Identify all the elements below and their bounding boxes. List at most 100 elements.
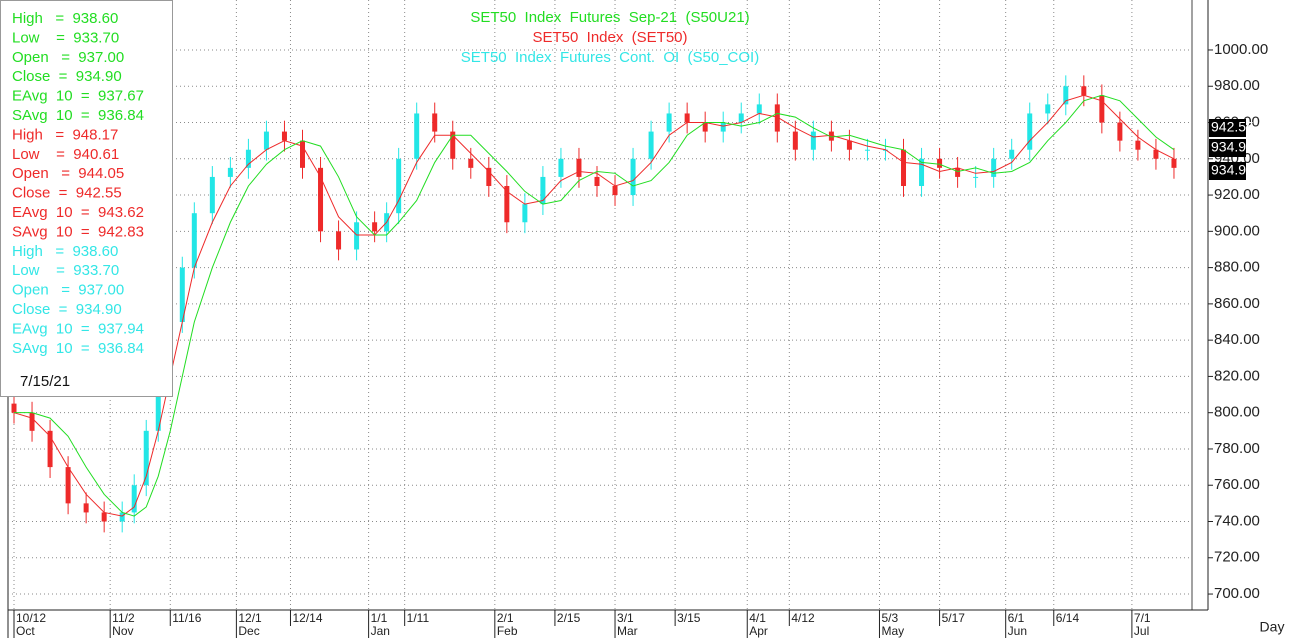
candle-body xyxy=(83,503,89,513)
x-tick-label: 4/1 xyxy=(749,611,766,625)
candle-body xyxy=(354,222,360,250)
info-line: Open = 944.05 xyxy=(12,165,124,182)
candle-body xyxy=(919,158,925,186)
candle-body xyxy=(47,430,53,468)
info-line: Close = 934.90 xyxy=(12,68,122,85)
candle-body xyxy=(540,176,546,205)
candle-body xyxy=(396,158,402,214)
y-tick-label: 760.00 xyxy=(1214,476,1260,493)
month-label: Dec xyxy=(238,624,259,638)
candle-body xyxy=(1081,86,1087,96)
candle-body xyxy=(720,122,726,132)
info-line: SAvg 10 = 942.83 xyxy=(12,223,144,240)
y-tick-label: 900.00 xyxy=(1214,222,1260,239)
candle-body xyxy=(318,167,324,232)
info-line: EAvg 10 = 937.67 xyxy=(12,88,144,105)
candle-body xyxy=(1135,140,1141,150)
candle-body xyxy=(245,149,251,168)
candle-body xyxy=(684,113,690,123)
info-line: High = 948.17 xyxy=(12,126,118,143)
price-label: 934.90 xyxy=(1211,139,1254,155)
candle-body xyxy=(558,158,564,177)
info-line: Close = 934.90 xyxy=(12,301,122,318)
info-line: SAvg 10 = 936.84 xyxy=(12,107,144,124)
candle-body xyxy=(227,167,233,177)
candle-body xyxy=(486,167,492,186)
candle-body xyxy=(1099,95,1105,123)
candle-body xyxy=(828,131,834,141)
month-label: Nov xyxy=(112,624,133,638)
x-tick-label: 5/17 xyxy=(942,611,966,625)
month-label: Jun xyxy=(1008,624,1027,638)
y-tick-label: 880.00 xyxy=(1214,259,1260,276)
y-tick-label: 860.00 xyxy=(1214,295,1260,312)
info-line: Open = 937.00 xyxy=(12,282,124,299)
candle-body xyxy=(504,185,510,223)
x-tick-label: 2/1 xyxy=(497,611,514,625)
candle-body xyxy=(432,113,438,132)
candle-body xyxy=(131,485,137,513)
candle-body xyxy=(522,204,528,223)
candle-body xyxy=(792,131,798,150)
month-label: Jan xyxy=(371,624,390,638)
info-line: Low = 940.61 xyxy=(12,146,119,163)
candle-body xyxy=(666,113,672,132)
x-tick-label: 4/12 xyxy=(791,611,815,625)
info-line: Low = 933.70 xyxy=(12,262,119,279)
candle-body xyxy=(991,158,997,177)
x-tick-label: 2/15 xyxy=(557,611,581,625)
info-line: EAvg 10 = 937.94 xyxy=(12,320,144,337)
x-tick-label: 1/11 xyxy=(407,611,430,625)
candle-body xyxy=(1063,86,1069,105)
chart-title: SET50 Index (SET50) xyxy=(532,29,687,46)
x-axis-label: Day xyxy=(1260,619,1285,635)
candle-body xyxy=(414,113,420,159)
candle-body xyxy=(450,131,456,159)
info-line: SAvg 10 = 936.84 xyxy=(12,340,144,357)
candle-body xyxy=(1117,122,1123,141)
candle-body xyxy=(756,104,762,114)
candle-body xyxy=(864,149,870,151)
info-line: High = 938.60 xyxy=(12,243,118,260)
month-label: Mar xyxy=(617,624,638,638)
y-tick-label: 920.00 xyxy=(1214,186,1260,203)
candle-body xyxy=(810,131,816,150)
candle-body xyxy=(612,185,618,196)
info-line: High = 938.60 xyxy=(12,10,118,27)
y-tick-label: 700.00 xyxy=(1214,585,1260,602)
candle-body xyxy=(372,222,378,232)
candle-body xyxy=(299,140,305,168)
x-tick-label: 6/14 xyxy=(1056,611,1080,625)
month-label: Feb xyxy=(497,624,518,638)
price-box xyxy=(1209,119,1246,137)
candle-body xyxy=(155,376,161,431)
y-tick-label: 1000.00 xyxy=(1214,41,1268,58)
candle-body xyxy=(119,512,125,522)
candle-body xyxy=(738,113,744,123)
candle-body xyxy=(11,403,17,413)
info-line: Open = 937.00 xyxy=(12,49,124,66)
info-box xyxy=(0,0,173,397)
price-box xyxy=(1209,139,1246,157)
x-tick-label: 11/2 xyxy=(112,611,135,625)
x-tick-label: 11/16 xyxy=(172,611,201,625)
candle-body xyxy=(143,430,149,486)
x-tick-label: 10/12 xyxy=(16,611,46,625)
month-label: Jul xyxy=(1134,624,1149,638)
info-line: Close = 942.55 xyxy=(12,185,122,202)
candle-body xyxy=(846,140,852,150)
x-tick-label: 6/1 xyxy=(1008,611,1025,625)
price-label: 942.55 xyxy=(1211,119,1254,135)
candle-body xyxy=(179,267,185,323)
candle-body xyxy=(1153,149,1159,159)
y-tick-label: 780.00 xyxy=(1214,440,1260,457)
candle-body xyxy=(901,149,907,186)
candle-body xyxy=(1009,149,1015,159)
candle-body xyxy=(191,213,197,268)
candle-body xyxy=(281,131,287,141)
chart-title: SET50 Index Futures Sep-21 (S50U21) xyxy=(470,9,749,26)
x-tick-label: 3/15 xyxy=(677,611,701,625)
candle-body xyxy=(336,231,342,250)
candle-body xyxy=(29,412,35,431)
